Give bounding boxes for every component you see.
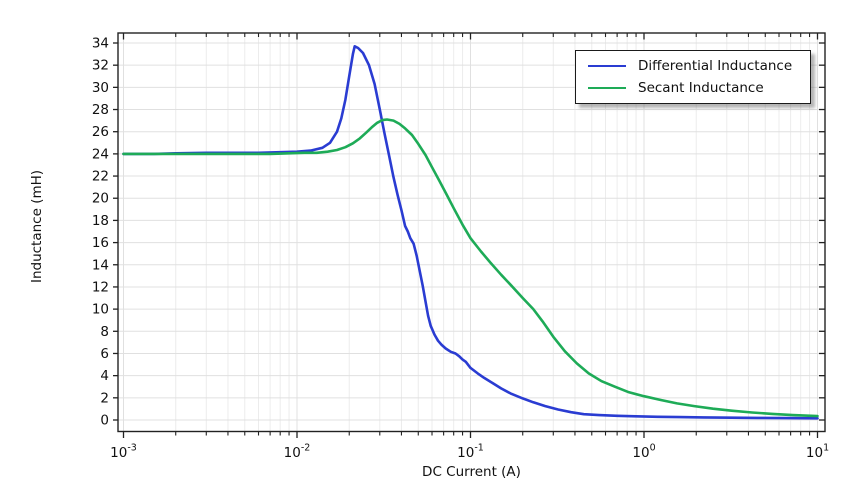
y-tick-label: 34 [92, 36, 109, 52]
legend-line-differential [588, 65, 626, 67]
legend-item-secant-inductance: Secant Inductance [588, 80, 800, 96]
legend: Differential Inductance Secant Inductanc… [575, 50, 811, 104]
y-axis-label: Inductance (mH) [29, 170, 45, 283]
y-tick-label: 12 [92, 279, 109, 295]
y-tick-label: 4 [100, 368, 109, 384]
series-line-differential [122, 44, 819, 420]
y-tick-label: 16 [92, 235, 109, 251]
y-tick-label: 32 [92, 58, 109, 74]
x-tick-label: 10-2 [284, 443, 311, 462]
y-tick-label: 0 [100, 413, 109, 429]
legend-item-differential-inductance: Differential Inductance [588, 58, 800, 74]
y-tick-label: 28 [92, 102, 109, 118]
y-tick-label: 20 [92, 191, 109, 207]
y-tick-label: 10 [92, 302, 109, 318]
y-tick-label: 8 [100, 324, 109, 340]
series-line-secant [122, 118, 819, 418]
y-tick-label: 6 [100, 346, 109, 362]
legend-line-secant [588, 87, 626, 89]
y-tick-label: 14 [92, 257, 109, 273]
y-tick-label: 30 [92, 80, 109, 96]
x-tick-label: 100 [632, 443, 655, 462]
y-tick-label: 24 [92, 146, 109, 162]
legend-label-secant: Secant Inductance [638, 80, 764, 96]
x-axis-label: DC Current (A) [422, 464, 521, 480]
x-tick-label: 10-1 [457, 443, 484, 462]
y-tick-label: 18 [92, 213, 109, 229]
y-tick-label: 22 [92, 169, 109, 185]
y-tick-label: 26 [92, 124, 109, 140]
legend-label-differential: Differential Inductance [638, 58, 793, 74]
y-tick-label: 2 [100, 390, 109, 406]
x-tick-label: 10-3 [110, 443, 137, 462]
plot-frame [117, 32, 826, 433]
x-tick-label: 101 [806, 443, 829, 462]
